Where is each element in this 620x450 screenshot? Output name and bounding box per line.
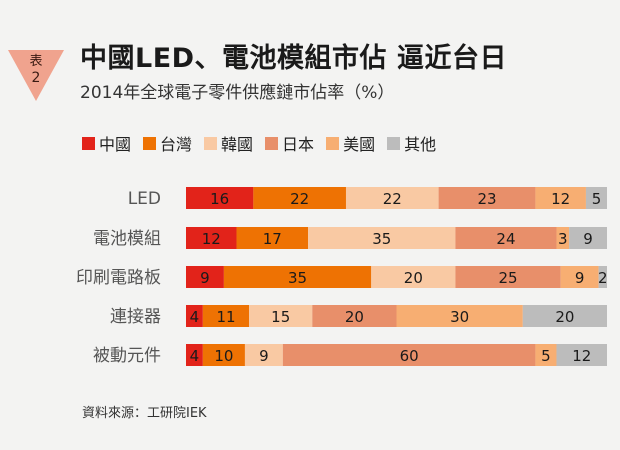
data-label: 60 (400, 347, 419, 365)
source-note: 資料來源：工研院IEK (82, 406, 207, 421)
data-label: 11 (216, 308, 235, 326)
legend-label: 韓國 (221, 135, 254, 154)
legend-label: 中國 (99, 135, 132, 154)
legend: 中國 台灣 韓國 日本 美國 其他 (82, 131, 448, 155)
data-label: 12 (202, 230, 221, 248)
legend-swatch (82, 136, 95, 150)
data-label: 23 (477, 190, 496, 208)
data-label: 9 (200, 269, 210, 287)
bar-segment (312, 305, 397, 327)
legend-item: 日本 (265, 131, 314, 155)
bar-segment (535, 187, 586, 209)
legend-swatch (326, 136, 340, 150)
bar-segment (249, 305, 313, 327)
data-label: 9 (259, 347, 269, 365)
table-badge: 表 2 (8, 50, 64, 101)
data-label: 20 (345, 308, 364, 326)
bar-segment (535, 344, 557, 366)
bar-segment (186, 266, 224, 288)
bar-segment (282, 344, 536, 366)
bar-segment (186, 305, 203, 327)
data-label: 4 (190, 347, 200, 365)
bar-segment (556, 227, 570, 249)
legend-item: 台灣 (143, 131, 192, 155)
legend-label: 美國 (343, 135, 376, 154)
badge-text-top: 表 (29, 54, 42, 69)
data-label: 24 (496, 230, 515, 248)
bar-segment (438, 187, 536, 209)
data-label: 3 (558, 230, 568, 248)
legend-item: 美國 (326, 131, 375, 155)
bar-segment (186, 344, 203, 366)
data-label: 20 (404, 269, 423, 287)
data-label: 35 (372, 230, 391, 248)
data-label: 9 (575, 269, 585, 287)
bar-segment (396, 305, 523, 327)
bar-segment (186, 227, 237, 249)
category-label: LED (128, 189, 161, 209)
legend-label: 台灣 (160, 135, 193, 154)
bar-segment (345, 187, 439, 209)
bar-segment (455, 227, 557, 249)
chart-title: 中國LED、電池模組市佔 逼近台日 (80, 43, 507, 74)
category-label: 連接器 (110, 307, 161, 327)
data-label: 2 (598, 269, 608, 287)
bar-segment (236, 227, 309, 249)
bar-segment (186, 187, 254, 209)
bar-segment (598, 266, 607, 288)
data-label: 9 (583, 230, 593, 248)
data-label: 12 (551, 190, 570, 208)
data-label: 30 (450, 308, 469, 326)
category-label: 被動元件 (93, 346, 161, 366)
data-label: 35 (288, 269, 307, 287)
bar-segment (455, 266, 561, 288)
bar-segment (202, 305, 250, 327)
bar-segment (253, 187, 346, 209)
category-label: 電池模組 (93, 229, 161, 249)
data-label: 20 (555, 308, 574, 326)
bar-segment (308, 227, 456, 249)
data-label: 25 (499, 269, 518, 287)
badge-text-bottom: 2 (32, 70, 41, 86)
data-label: 22 (290, 190, 309, 208)
category-label: 印刷電路板 (76, 268, 161, 288)
data-label: 5 (541, 347, 551, 365)
legend-label: 日本 (282, 135, 315, 154)
data-label: 10 (214, 347, 233, 365)
bar-segment (556, 344, 607, 366)
legend-swatch (143, 136, 157, 150)
data-label: 15 (271, 308, 290, 326)
bar-segment (569, 227, 607, 249)
legend-swatch (387, 136, 401, 150)
data-label: 17 (263, 230, 282, 248)
data-label: 16 (210, 190, 229, 208)
bar-segment (522, 305, 607, 327)
data-label: 5 (592, 190, 602, 208)
bar-segment (560, 266, 599, 288)
legend-item: 其他 (387, 131, 436, 155)
bar-segment (223, 266, 372, 288)
legend-item: 韓國 (204, 131, 253, 155)
data-label: 4 (190, 308, 200, 326)
bar-segment (202, 344, 245, 366)
bar-segment (244, 344, 283, 366)
legend-item: 中國 (82, 131, 131, 155)
bar-segment (371, 266, 456, 288)
legend-swatch (265, 136, 279, 150)
data-label: 12 (572, 347, 591, 365)
legend-label: 其他 (404, 135, 437, 154)
bar-segment (585, 187, 607, 209)
data-label: 22 (383, 190, 402, 208)
badge-triangle (8, 50, 64, 101)
chart-subtitle: 2014年全球電子零件供應鏈市佔率（%） (80, 83, 395, 103)
legend-swatch (204, 136, 218, 150)
